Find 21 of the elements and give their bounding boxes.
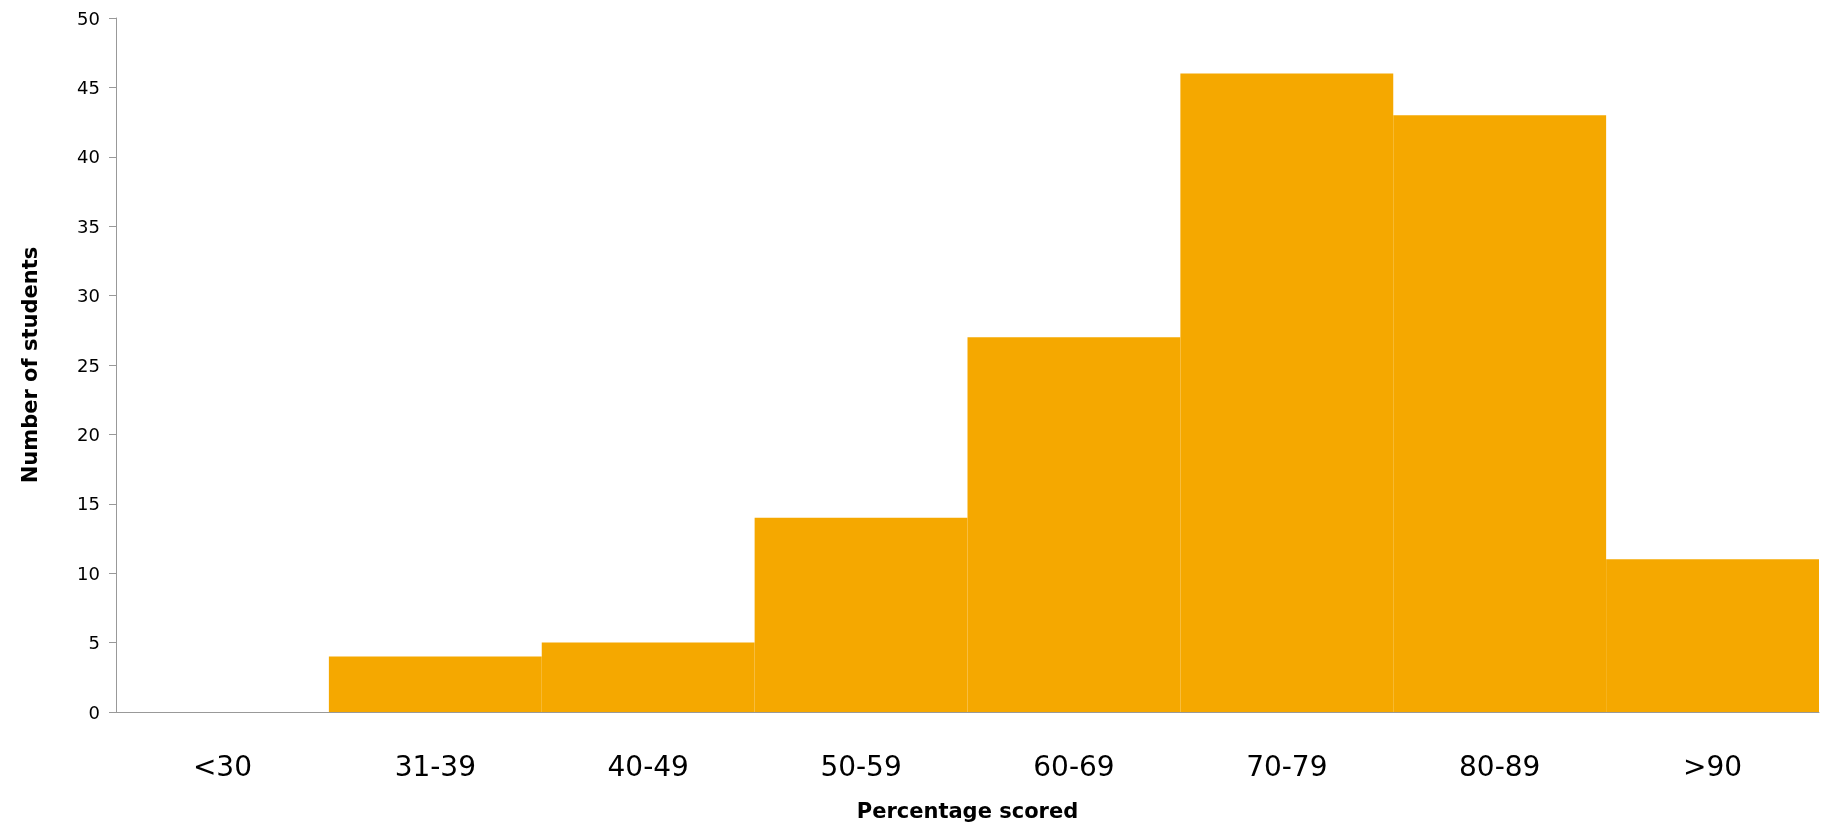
y-tick-label: 25	[77, 354, 100, 376]
x-tick-label: 60-69	[1033, 749, 1115, 783]
y-tick-label: 0	[88, 701, 100, 723]
y-tick-label: 35	[77, 215, 100, 237]
y-tick-label: 5	[88, 632, 100, 654]
y-tick-label: 50	[77, 7, 100, 29]
x-tick-label: <30	[192, 749, 252, 783]
x-tick-label: 50-59	[820, 749, 902, 783]
x-tick-label: 70-79	[1246, 749, 1328, 783]
y-tick-label: 20	[77, 423, 100, 445]
x-axis-title: Percentage scored	[856, 798, 1079, 823]
x-tick-label: 40-49	[607, 749, 689, 783]
x-tick-label: 31-39	[394, 749, 476, 783]
y-tick-label: 30	[77, 285, 100, 307]
x-tick-label: 80-89	[1459, 749, 1541, 783]
y-tick-label: 15	[77, 493, 100, 515]
x-tick-label: >90	[1683, 749, 1743, 783]
y-tick-label: 10	[77, 562, 100, 584]
y-tick-label: 40	[77, 146, 100, 168]
y-axis-title: Number of students	[17, 246, 42, 484]
y-tick-label: 45	[77, 76, 100, 98]
